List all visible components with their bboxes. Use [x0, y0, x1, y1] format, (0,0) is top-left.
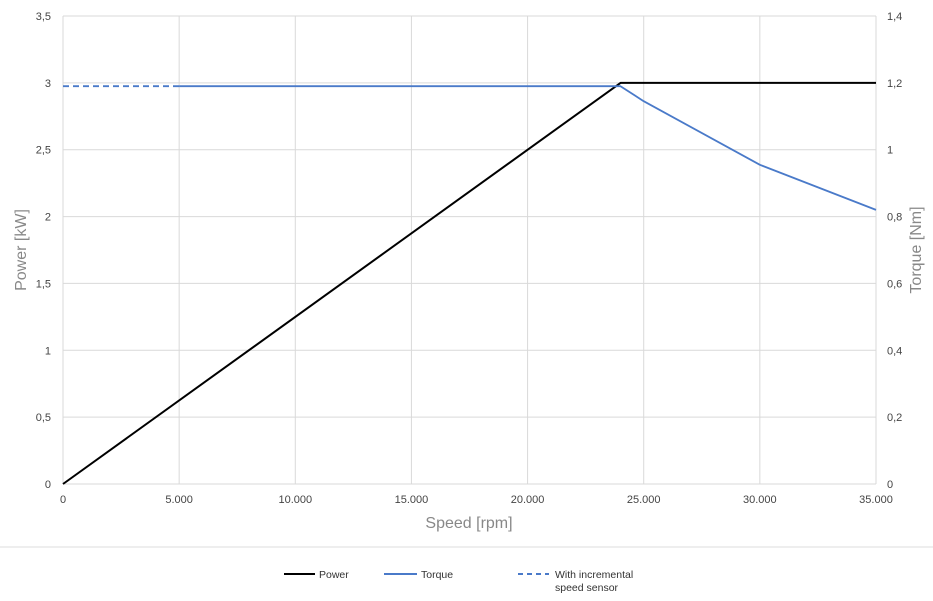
- y2-tick-label: 0,4: [887, 345, 902, 357]
- x-tick-label: 20.000: [511, 494, 545, 506]
- y-axis-title: Power [kW]: [13, 209, 30, 291]
- y2-tick-label: 1,4: [887, 11, 902, 23]
- y2-tick-label: 0,2: [887, 412, 902, 424]
- legend-item-incremental-sensor: With incremental speed sensor: [518, 569, 633, 594]
- y2-tick-label: 0,6: [887, 278, 902, 290]
- legend-label-incremental-sensor-line2: speed sensor: [555, 582, 619, 594]
- legend-label-torque: Torque: [421, 569, 453, 581]
- legend-label-incremental-sensor-line1: With incremental: [555, 569, 633, 581]
- series-lines: [62, 81, 877, 485]
- y-tick-label: 3,5: [36, 11, 51, 23]
- y2-tick-label: 0,8: [887, 212, 902, 224]
- x-axis-title: Speed [rpm]: [425, 515, 512, 532]
- x-tick-label: 25.000: [627, 494, 661, 506]
- y2-tick-label: 0: [887, 479, 893, 491]
- y-tick-label: 0: [45, 479, 51, 491]
- y2-tick-label: 1: [887, 145, 893, 157]
- x-tick-label: 30.000: [743, 494, 777, 506]
- y-tick-label: 2: [45, 212, 51, 224]
- x-tick-label: 5.000: [165, 494, 193, 506]
- x-tick-label: 0: [60, 494, 66, 506]
- legend-label-power: Power: [319, 569, 349, 581]
- grid: [62, 15, 877, 485]
- x-tick-label: 15.000: [395, 494, 429, 506]
- y2-tick-label: 1,2: [887, 78, 902, 90]
- y-tick-label: 2,5: [36, 145, 51, 157]
- legend: Power Torque With incremental speed sens…: [284, 569, 633, 594]
- tick-labels: 0 5.000 10.000 15.000 20.000 25.000 30.000 35.0…: [36, 11, 903, 506]
- legend-item-torque: Torque: [384, 569, 453, 581]
- x-tick-label: 35.000: [859, 494, 893, 506]
- x-tick-label: 10.000: [278, 494, 312, 506]
- y-tick-label: 0,5: [36, 412, 51, 424]
- series-line-power: [62, 81, 876, 485]
- legend-item-power: Power: [284, 569, 349, 581]
- y2-axis-title: Torque [Nm]: [908, 206, 925, 293]
- series-line-torque: [179, 85, 877, 211]
- y-tick-label: 1,5: [36, 278, 51, 290]
- y-tick-label: 1: [45, 345, 51, 357]
- y-tick-label: 3: [45, 78, 51, 90]
